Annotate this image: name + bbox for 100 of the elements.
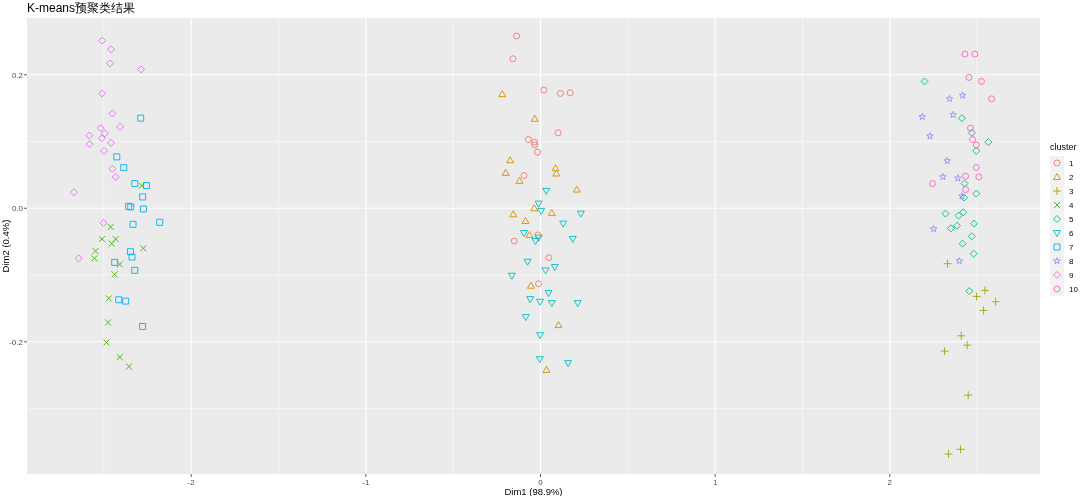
point [116, 122, 125, 131]
point [92, 247, 99, 255]
point [521, 314, 530, 322]
y-axis-title: Dim2 (0.4%) [0, 219, 11, 273]
point [515, 176, 524, 184]
point [940, 346, 950, 356]
point [949, 110, 957, 119]
point [115, 296, 123, 304]
point [954, 174, 962, 182]
point [550, 264, 559, 271]
point [111, 172, 120, 181]
point [991, 297, 1001, 307]
point [972, 146, 981, 155]
point [116, 260, 124, 268]
point [139, 323, 147, 330]
point [97, 134, 106, 143]
point [100, 146, 108, 155]
point [98, 89, 107, 98]
point [510, 237, 518, 245]
point [545, 254, 553, 262]
point [962, 172, 970, 180]
point [554, 129, 562, 137]
y-tick-label: -0.2 [9, 337, 24, 347]
point [90, 254, 98, 262]
point [531, 141, 539, 149]
point [967, 232, 976, 241]
point [941, 209, 950, 218]
point [958, 239, 967, 248]
point [120, 164, 128, 171]
point [108, 164, 117, 173]
point [107, 45, 115, 54]
point [509, 55, 517, 63]
point [573, 300, 582, 308]
point [128, 253, 136, 261]
point [113, 153, 121, 161]
legend-label: 4 [1069, 201, 1074, 210]
point [506, 156, 515, 164]
point [568, 236, 577, 243]
point [531, 238, 540, 245]
point [85, 140, 94, 149]
legend-label: 9 [1069, 271, 1074, 280]
point [96, 124, 105, 133]
point [954, 211, 963, 220]
point [972, 189, 981, 198]
point [108, 109, 117, 118]
point [969, 136, 977, 143]
point [965, 287, 974, 296]
point [962, 186, 970, 194]
point [98, 235, 106, 243]
point [138, 182, 146, 190]
x-tick-label: 1 [712, 478, 718, 487]
point [536, 332, 545, 340]
point [955, 257, 964, 265]
point [556, 89, 564, 97]
point [524, 136, 532, 143]
point [971, 50, 979, 58]
x-tick-label: 0 [538, 478, 544, 487]
point [980, 285, 990, 295]
point [939, 172, 947, 181]
chart-title: K-means预聚类结果 [27, 1, 136, 15]
point [963, 390, 973, 400]
point [126, 248, 134, 256]
point [509, 210, 518, 218]
point [526, 281, 535, 289]
point [143, 182, 150, 190]
legend-label: 3 [1069, 187, 1074, 196]
point [988, 95, 996, 103]
point [104, 319, 112, 326]
point [957, 114, 966, 123]
point [139, 244, 147, 252]
point [531, 138, 538, 146]
point [918, 112, 927, 121]
point [498, 90, 507, 98]
point [535, 280, 543, 288]
y-tick-label: 0.0 [11, 204, 24, 214]
legend-title: cluster [1050, 142, 1077, 152]
point [929, 225, 938, 233]
point [967, 124, 974, 132]
point [125, 363, 133, 370]
legend-label: 2 [1069, 173, 1074, 182]
point [501, 168, 510, 176]
point [972, 141, 980, 149]
legend-label: 6 [1069, 229, 1074, 238]
point [566, 89, 574, 97]
point [970, 219, 978, 228]
point [131, 180, 139, 188]
point [534, 148, 541, 156]
point [552, 169, 561, 177]
point [131, 266, 139, 274]
point [74, 254, 83, 263]
point [972, 164, 980, 171]
point [554, 321, 563, 329]
point [984, 138, 993, 147]
point [525, 231, 534, 238]
point [534, 200, 543, 208]
point [967, 128, 976, 137]
point [965, 73, 973, 81]
point [547, 209, 556, 216]
point [962, 340, 972, 350]
point [70, 188, 78, 197]
